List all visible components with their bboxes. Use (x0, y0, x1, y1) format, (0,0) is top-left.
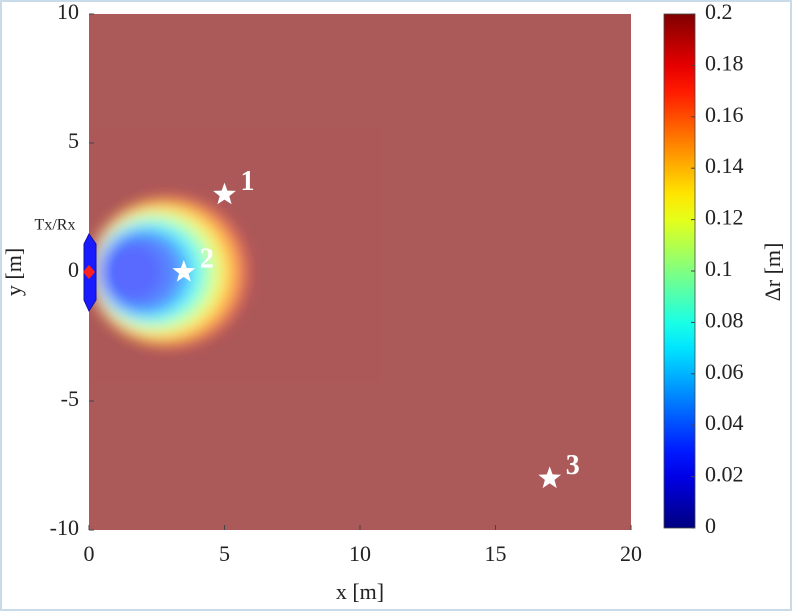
target-label: 1 (241, 166, 255, 197)
transceiver-center (83, 265, 95, 279)
colorbar-tick-label: 0.12 (705, 205, 744, 230)
plot-area (89, 14, 631, 530)
x-tick-label: 5 (219, 541, 230, 566)
colorbar-tick-label: 0.18 (705, 50, 744, 75)
x-axis-label: x [m] (336, 579, 384, 604)
x-tick-label: 10 (349, 541, 371, 566)
colorbar-tick-label: 0.06 (705, 359, 744, 384)
heatmap-regions (89, 194, 252, 350)
heatmap-region (99, 241, 165, 303)
y-tick-label: 10 (57, 0, 79, 24)
x-tick-label: 20 (620, 541, 642, 566)
colorbar-label: Δr [m] (760, 243, 785, 302)
colorbar-tick-label: 0.2 (705, 0, 733, 24)
colorbar (663, 13, 696, 529)
colorbar-tick-label: 0.1 (705, 256, 733, 281)
colorbar-tick-label: 0.16 (705, 102, 744, 127)
x-tick-label: 15 (485, 541, 507, 566)
target-label: 3 (566, 450, 580, 481)
y-tick-label: -10 (50, 515, 79, 540)
target-point (538, 466, 562, 489)
colorbar-tick-label: 0.08 (705, 307, 744, 332)
target-label: 2 (200, 243, 214, 274)
y-tick-label: 0 (68, 257, 79, 282)
target-point (213, 182, 236, 205)
y-tick-label: 5 (68, 128, 79, 153)
y-axis-label: y [m] (1, 248, 26, 296)
colorbar-tick-label: 0.14 (705, 153, 744, 178)
target-point (172, 260, 196, 282)
x-tick-label: 0 (84, 541, 95, 566)
colorbar-tick-label: 0 (705, 513, 716, 538)
transceiver-label: Tx/Rx (35, 217, 76, 234)
heatmap-layer (89, 14, 631, 530)
colorbar-tick-label: 0.02 (705, 462, 744, 487)
y-tick-label: -5 (61, 386, 79, 411)
colorbar-tick-label: 0.04 (705, 410, 744, 435)
